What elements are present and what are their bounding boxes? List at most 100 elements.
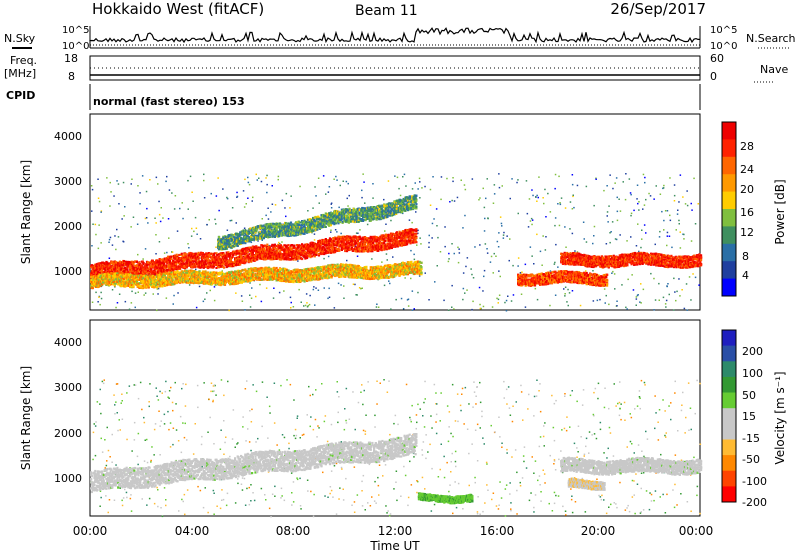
scatter-point: [94, 223, 97, 226]
band-point: [218, 259, 221, 262]
scatter-point: [91, 245, 93, 247]
scatter-point: [128, 272, 131, 275]
band-point: [170, 258, 173, 261]
band-point: [394, 245, 397, 248]
scatter-point: [678, 223, 680, 225]
scatter-point: [573, 206, 575, 209]
band-point: [324, 238, 327, 241]
scatter-point: [673, 277, 675, 280]
band-point: [195, 254, 199, 257]
band-point: [405, 231, 408, 234]
band-point: [172, 259, 175, 262]
band-point: [104, 281, 107, 284]
scatter-point: [555, 243, 557, 246]
scatter-point: [663, 229, 665, 231]
scatter-point: [347, 205, 349, 207]
scatter-point: [403, 173, 406, 176]
scatter-point: [299, 185, 301, 188]
band-point: [267, 247, 270, 250]
scatter-point: [381, 261, 383, 263]
scatter-point: [493, 184, 496, 186]
scatter-point: [155, 234, 157, 236]
scatter-point: [406, 299, 409, 301]
scatter-point: [424, 185, 426, 188]
band-point: [128, 276, 131, 279]
scatter-point: [385, 223, 387, 225]
scatter-point: [560, 197, 563, 199]
scatter-point: [564, 295, 566, 297]
scatter-point: [274, 204, 277, 206]
scatter-point: [665, 306, 667, 308]
scatter-point: [398, 187, 400, 190]
scatter-point: [671, 246, 673, 249]
scatter-point: [315, 195, 317, 197]
scatter-point: [191, 191, 193, 193]
band-point: [387, 235, 390, 238]
scatter-point: [187, 243, 189, 245]
band-point: [157, 269, 160, 272]
scatter-point: [111, 289, 114, 291]
scatter-point: [203, 197, 206, 199]
band-point: [299, 248, 302, 251]
band-point: [284, 252, 287, 255]
scatter-point: [592, 242, 594, 245]
scatter-point: [685, 283, 688, 285]
scatter-point: [137, 253, 139, 256]
scatter-point: [159, 220, 162, 223]
scatter-point: [221, 270, 223, 272]
scatter-point: [658, 236, 661, 238]
scatter-point: [270, 211, 272, 213]
band-point: [269, 252, 272, 255]
band-point: [266, 243, 269, 246]
scatter-point: [451, 284, 453, 287]
band-point: [323, 239, 326, 242]
scatter-point: [249, 306, 252, 308]
scatter-point: [609, 174, 611, 176]
scatter-point: [616, 300, 618, 302]
band-point: [140, 274, 143, 277]
scatter-point: [542, 197, 544, 199]
scatter-point: [631, 274, 633, 276]
scatter-point: [327, 255, 330, 258]
scatter-point: [181, 202, 183, 204]
band-point: [162, 281, 166, 284]
band-point: [363, 244, 366, 247]
band-point: [267, 252, 271, 256]
scatter-point: [307, 210, 309, 212]
scatter-point: [115, 306, 117, 309]
scatter-point: [529, 246, 532, 248]
band-point: [106, 283, 109, 286]
scatter-point: [284, 207, 286, 209]
scatter-point: [315, 287, 317, 289]
scatter-point: [691, 209, 693, 211]
band-point: [234, 259, 238, 262]
scatter-point: [261, 218, 263, 220]
band-point: [251, 251, 254, 254]
band-point: [368, 239, 371, 242]
band-point: [315, 253, 318, 256]
scatter-point: [471, 273, 473, 276]
scatter-point: [633, 209, 635, 212]
band-point: [179, 267, 182, 270]
band-point: [190, 259, 193, 262]
scatter-point: [658, 299, 660, 301]
band-point: [380, 248, 383, 251]
band-point: [319, 244, 322, 247]
scatter-point: [440, 198, 442, 201]
band-point: [103, 266, 106, 269]
scatter-point: [663, 184, 665, 187]
scatter-point: [285, 192, 288, 195]
scatter-point: [471, 308, 473, 311]
scatter-point: [313, 233, 316, 235]
band-point: [101, 270, 104, 273]
band-point: [331, 246, 334, 249]
scatter-point: [358, 287, 361, 289]
scatter-point: [130, 183, 132, 185]
band-point: [180, 262, 183, 265]
band-point: [400, 235, 404, 238]
scatter-point: [690, 299, 692, 301]
scatter-point: [297, 260, 299, 262]
scatter-point: [654, 243, 656, 246]
scatter-point: [313, 239, 316, 241]
